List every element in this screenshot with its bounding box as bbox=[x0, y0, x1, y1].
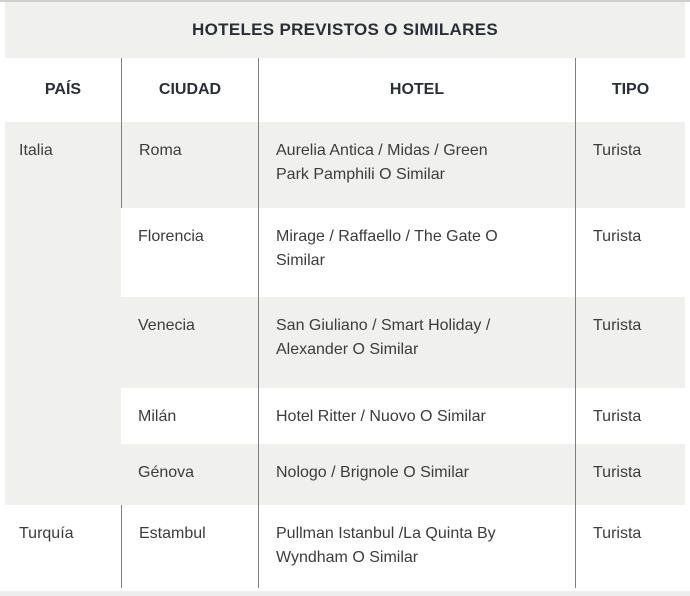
type-cell-roma: Turista bbox=[575, 122, 685, 208]
city-cell-roma: Roma bbox=[121, 122, 258, 208]
hotel-cell-milan: Hotel Ritter / Nuovo O Similar bbox=[258, 388, 575, 444]
city-cell-milan: Milán bbox=[138, 408, 177, 425]
hotel-cell-estambul: Pullman Istanbul /La Quinta By Wyndham O… bbox=[258, 505, 575, 588]
top-edge-divider bbox=[0, 0, 690, 2]
table-title: HOTELES PREVISTOS O SIMILARES bbox=[5, 2, 685, 58]
hotel-cell-florencia: Mirage / Raffaello / The Gate O Similar bbox=[258, 208, 575, 297]
hotels-table: HOTELES PREVISTOS O SIMILARES PAÍS CIUDA… bbox=[5, 2, 685, 588]
city-cell-venecia: Venecia bbox=[121, 297, 258, 388]
column-header-hotel: HOTEL bbox=[258, 58, 575, 122]
country-cell-turquia: Turquía bbox=[19, 525, 74, 542]
type-cell-genova: Turista bbox=[575, 444, 685, 505]
hotel-cell-roma: Aurelia Antica / Midas / Green Park Pamp… bbox=[258, 122, 575, 208]
hotel-cell-genova: Nologo / Brignole O Similar bbox=[258, 444, 575, 505]
city-cell-genova: Génova bbox=[121, 444, 258, 505]
type-cell-estambul: Turista bbox=[575, 505, 685, 588]
country-cell-italia: Italia bbox=[5, 122, 121, 505]
column-header-pais: PAÍS bbox=[44, 81, 82, 98]
hotels-grid: PAÍS CIUDAD HOTEL TIPO Italia Roma Aurel… bbox=[5, 58, 685, 588]
city-cell-florencia: Florencia bbox=[138, 228, 204, 245]
column-header-ciudad: CIUDAD bbox=[121, 58, 258, 122]
hotel-cell-venecia: San Giuliano / Smart Holiday / Alexander… bbox=[258, 297, 575, 388]
type-cell-florencia: Turista bbox=[575, 208, 685, 297]
city-cell-estambul: Estambul bbox=[121, 505, 258, 588]
column-header-tipo: TIPO bbox=[575, 58, 685, 122]
bottom-edge-divider bbox=[0, 591, 690, 596]
type-cell-venecia: Turista bbox=[575, 297, 685, 388]
type-cell-milan: Turista bbox=[575, 388, 685, 444]
